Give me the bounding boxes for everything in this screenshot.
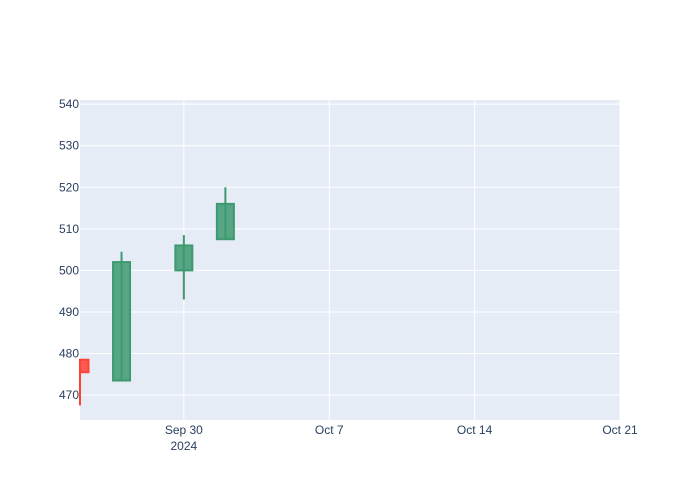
- candle: [215, 187, 235, 241]
- y-tick-label: 520: [59, 180, 79, 194]
- y-tick-label: 480: [59, 347, 79, 361]
- y-tick-label: 500: [59, 263, 79, 277]
- x-tick-label: Sep 30: [165, 423, 203, 437]
- y-tick-label: 540: [59, 97, 79, 111]
- y-tick-label: 530: [59, 139, 79, 153]
- y-axis-ticks: 470 480 490 500 510 520 530 540: [59, 97, 79, 402]
- candle: [174, 235, 194, 300]
- candle: [112, 251, 132, 382]
- x-tick-label: Oct 21: [602, 423, 638, 437]
- candle-body: [174, 244, 194, 272]
- grid-lines: [80, 100, 621, 420]
- candle-body: [215, 202, 235, 241]
- x-tick-sublabel: 2024: [170, 439, 197, 453]
- candles: [79, 187, 235, 406]
- candle-body: [112, 261, 132, 382]
- x-axis-ticks: Sep 30 2024 Oct 7 Oct 14 Oct 21: [165, 423, 638, 453]
- candle: [79, 358, 90, 406]
- y-tick-label: 470: [59, 388, 79, 402]
- x-tick-label: Oct 14: [457, 423, 493, 437]
- y-tick-label: 490: [59, 305, 79, 319]
- candle-body: [79, 358, 90, 374]
- x-tick-label: Oct 7: [315, 423, 344, 437]
- y-tick-label: 510: [59, 222, 79, 236]
- plot-area: [80, 100, 620, 420]
